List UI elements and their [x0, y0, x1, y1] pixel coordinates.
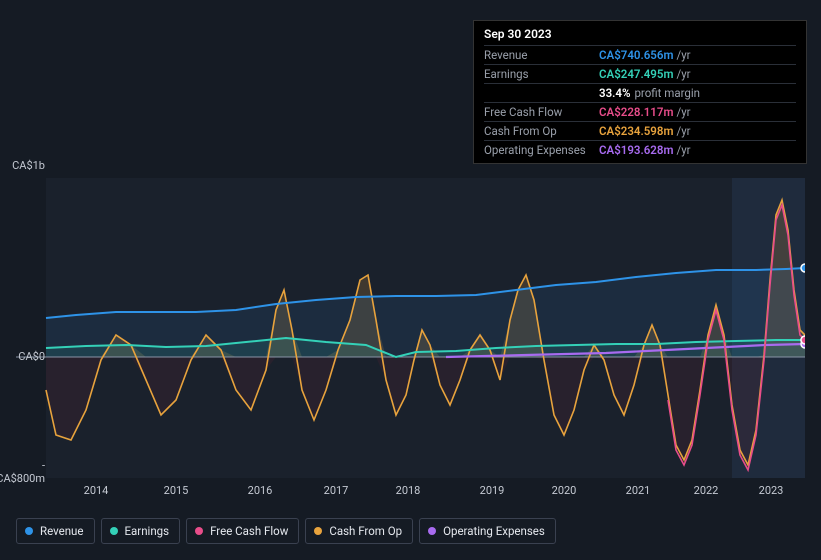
legend-item[interactable]: Cash From Op — [305, 518, 413, 544]
x-axis-tick: 2022 — [694, 484, 719, 497]
financials-chart[interactable]: CA$1bCA$0-CA$800m — [16, 160, 805, 480]
tooltip-row: RevenueCA$740.656m/yr — [484, 45, 796, 64]
tooltip-profit-margin: 33.4% profit margin — [484, 83, 796, 102]
tooltip-row-unit: /yr — [676, 124, 690, 138]
tooltip-row-label: Revenue — [484, 48, 599, 62]
x-axis-tick: 2015 — [164, 484, 189, 497]
legend-dot-icon — [110, 527, 118, 535]
tooltip-row-value: CA$228.117m — [599, 105, 673, 119]
legend-item-label: Cash From Op — [329, 524, 402, 538]
legend-item-label: Free Cash Flow — [210, 524, 288, 538]
tooltip-row-label: Operating Expenses — [484, 143, 599, 157]
x-axis: 2014 2015 2016 2017 2018 2019 2020 2021 2022 2023 — [16, 484, 805, 498]
legend-dot-icon — [25, 527, 33, 535]
legend-dot-icon — [428, 527, 436, 535]
legend-item[interactable]: Free Cash Flow — [186, 518, 299, 544]
data-tooltip: Sep 30 2023 RevenueCA$740.656m/yrEarning… — [473, 20, 807, 164]
tooltip-row-label: Free Cash Flow — [484, 105, 599, 119]
legend-item-label: Earnings — [125, 524, 170, 538]
tooltip-row: EarningsCA$247.495m/yr — [484, 64, 796, 83]
legend-dot-icon — [195, 527, 203, 535]
legend-dot-icon — [314, 527, 322, 535]
legend-item-label: Revenue — [40, 524, 84, 538]
legend-item[interactable]: Operating Expenses — [419, 518, 556, 544]
x-axis-tick: 2020 — [552, 484, 577, 497]
tooltip-row-unit: /yr — [676, 105, 690, 119]
tooltip-row-unit: /yr — [676, 67, 690, 81]
y-axis-label: CA$0 — [18, 350, 45, 363]
x-axis-tick: 2021 — [626, 484, 651, 497]
x-axis-tick: 2023 — [759, 484, 784, 497]
tooltip-row-value: CA$234.598m — [599, 124, 673, 138]
x-axis-tick: 2018 — [396, 484, 421, 497]
legend-item[interactable]: Earnings — [101, 518, 181, 544]
y-axis-label: CA$1b — [12, 159, 45, 172]
x-axis-tick: 2016 — [248, 484, 273, 497]
tooltip-row-label: Earnings — [484, 67, 599, 81]
tooltip-row-label: Cash From Op — [484, 124, 599, 138]
tooltip-date: Sep 30 2023 — [484, 27, 796, 45]
x-axis-tick: 2017 — [324, 484, 349, 497]
tooltip-row-unit: /yr — [676, 48, 690, 62]
legend-item-label: Operating Expenses — [443, 524, 545, 538]
tooltip-row: Free Cash FlowCA$228.117m/yr — [484, 102, 796, 121]
tooltip-row: Operating ExpensesCA$193.628m/yr — [484, 140, 796, 159]
chart-svg — [16, 160, 805, 480]
tooltip-row-unit: /yr — [676, 143, 690, 157]
x-axis-tick: 2014 — [84, 484, 109, 497]
legend: Revenue Earnings Free Cash Flow Cash From O… — [16, 518, 556, 544]
tooltip-row-value: CA$247.495m — [599, 67, 673, 81]
y-axis-label: -CA$800m — [0, 459, 45, 485]
tooltip-row: Cash From OpCA$234.598m/yr — [484, 121, 796, 140]
tooltip-row-value: CA$193.628m — [599, 143, 673, 157]
legend-item[interactable]: Revenue — [16, 518, 95, 544]
tooltip-row-value: CA$740.656m — [599, 48, 673, 62]
x-axis-tick: 2019 — [480, 484, 505, 497]
